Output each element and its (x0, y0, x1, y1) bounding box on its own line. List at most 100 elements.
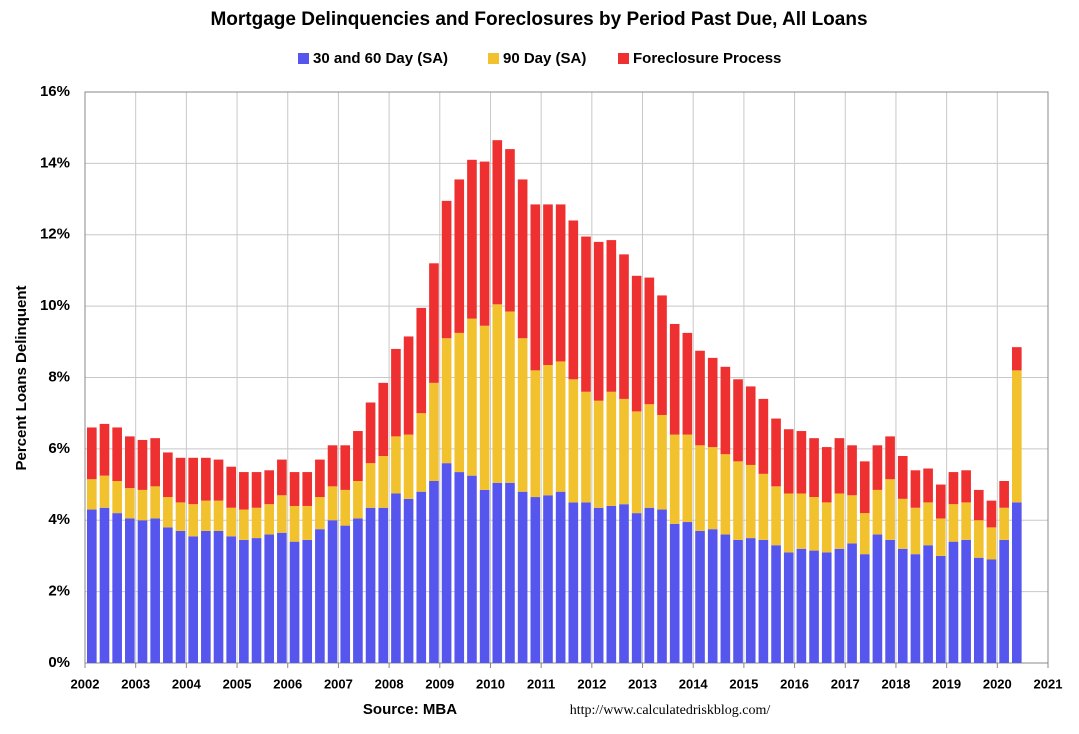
legend-label: Foreclosure Process (633, 50, 781, 67)
bar-segment (821, 552, 832, 663)
bar-segment (251, 538, 262, 663)
x-tick-label: 2016 (780, 676, 809, 691)
legend-swatch (618, 53, 629, 64)
bar-segment (441, 463, 452, 663)
bar-segment (707, 529, 718, 663)
bar-segment (87, 479, 97, 510)
bar-segment (530, 204, 541, 371)
bar-segment (479, 325, 490, 490)
bar-segment (340, 445, 351, 490)
bar-segment (935, 518, 946, 556)
bar-segment (771, 545, 781, 663)
y-tick-label: 10% (40, 297, 70, 314)
bar-segment (365, 507, 376, 663)
bar-segment (353, 518, 363, 663)
bar-segment (125, 436, 135, 489)
bar-segment (897, 456, 908, 499)
bar-segment (315, 459, 325, 498)
bar-segment (758, 398, 769, 474)
bar-segment (657, 509, 667, 663)
bar-segment (150, 518, 160, 663)
bar-segment (923, 502, 933, 546)
bar-segment (758, 473, 769, 540)
x-tick-label: 2005 (223, 676, 252, 691)
source: Source: MBA (363, 701, 457, 718)
bar-segment (733, 379, 743, 462)
bar-segment (669, 523, 680, 663)
bar-segment (530, 497, 541, 663)
bar-segment (353, 480, 363, 519)
bar-segment (695, 350, 705, 446)
bar-segment (986, 527, 997, 560)
y-axis-label: Percent Loans Delinquent (13, 285, 30, 470)
bar-segment (973, 489, 984, 521)
bar-segment (796, 431, 807, 494)
bar-segment (935, 484, 946, 519)
bar-segment (87, 509, 97, 663)
bar-segment (948, 504, 959, 542)
bar-segment (707, 357, 718, 448)
bar-segment (340, 489, 351, 526)
bar-segment (682, 434, 693, 523)
bar-segment (859, 461, 870, 514)
bar-segment (112, 480, 122, 514)
bar-segment (809, 438, 819, 498)
bar-segment (948, 541, 959, 663)
bar-segment (201, 457, 211, 501)
bar-segment (239, 509, 249, 540)
bar-segment (834, 548, 845, 663)
bar-segment (416, 491, 427, 663)
bar-segment (125, 518, 135, 663)
bar-segment (479, 489, 490, 663)
bar-segment (517, 338, 528, 492)
x-tick-label: 2012 (577, 676, 606, 691)
bar-segment (847, 543, 857, 663)
bar-segment (631, 513, 642, 663)
x-tick-label: 2010 (476, 676, 505, 691)
x-tick-label: 2003 (121, 676, 150, 691)
bar-segment (771, 418, 781, 487)
x-tick-label: 2009 (425, 676, 454, 691)
bar-segment (821, 502, 832, 553)
bar-segment (99, 423, 110, 476)
bar-segment (758, 539, 769, 663)
bar-segment (416, 307, 427, 414)
bar-segment (999, 539, 1009, 663)
bar-segment (125, 488, 135, 519)
y-tick-label: 4% (48, 511, 70, 528)
bar-segment (315, 529, 325, 663)
x-tick-label: 2015 (729, 676, 758, 691)
bar-segment (87, 427, 97, 480)
bar-segment (99, 507, 110, 663)
bar-segment (720, 534, 731, 663)
bar-segment (137, 439, 148, 490)
bar-segment (416, 413, 427, 492)
bar-segment (568, 379, 579, 503)
bar-segment (555, 361, 566, 492)
bar-segment (555, 204, 566, 362)
bar-segment (859, 554, 870, 663)
bar-segment (213, 459, 224, 501)
bar-segment (783, 429, 794, 494)
bar-segment (454, 179, 465, 333)
bar-segment (885, 479, 895, 540)
x-tick-label: 2014 (679, 676, 709, 691)
bar-segment (619, 504, 629, 663)
bar-segment (581, 391, 591, 503)
bar-segment (986, 500, 997, 528)
bar-segment (264, 534, 275, 663)
bar-segment (391, 348, 401, 437)
bar-segment (834, 493, 845, 549)
bar-segment (454, 472, 465, 663)
bar-segment (872, 445, 883, 490)
bar-segment (619, 254, 629, 399)
bar-segment (543, 495, 553, 663)
bar-segment (568, 220, 579, 380)
bar-segment (505, 311, 515, 483)
bar-segment (441, 338, 452, 464)
bar-segment (492, 304, 503, 483)
bar-segment (302, 472, 313, 506)
bar-segment (593, 507, 604, 663)
bar-segment (1011, 370, 1022, 503)
